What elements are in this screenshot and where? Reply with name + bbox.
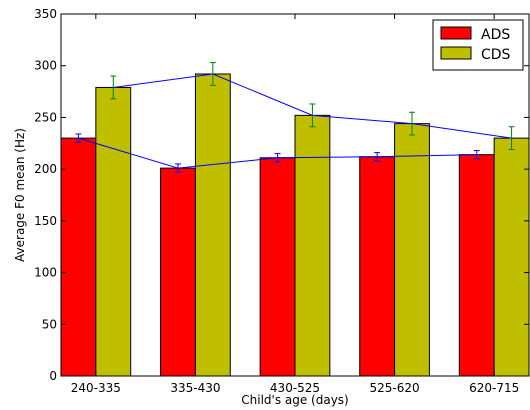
error-bar-ads-430-525 [274, 153, 281, 163]
y-tick-label-250: 250 [34, 110, 57, 124]
error-bar-cds-620-715 [508, 126, 515, 150]
y-tick-label-200: 200 [34, 162, 57, 176]
error-bar-cds-240-335 [110, 75, 117, 100]
error-bar-ads-525-620 [374, 152, 381, 162]
y-tick-label-350: 350 [34, 7, 57, 21]
x-tick-label-430-525: 430-525 [270, 381, 320, 395]
error-bar-ads-620-715 [473, 150, 480, 160]
legend-label-ads: ADS [481, 27, 510, 43]
bar-cds-525-620 [394, 123, 430, 377]
bar-ads-335-430 [160, 167, 196, 377]
bar-ads-525-620 [359, 156, 396, 377]
legend: ADS CDS [432, 19, 524, 71]
error-bar-ads-335-430 [175, 163, 181, 173]
y-tick-label-50: 50 [42, 317, 57, 331]
bar-ads-430-525 [259, 157, 296, 377]
error-bars-layer [75, 62, 515, 173]
bar-cds-430-525 [294, 114, 331, 377]
x-tick-label-240-335: 240-335 [71, 381, 121, 395]
bar-ads-240-335 [60, 137, 97, 377]
x-axis-label: Child's age (days) [241, 393, 349, 407]
legend-swatch-cds [440, 46, 472, 60]
x-tick-label-620-715: 620-715 [469, 381, 519, 395]
x-tick-label-525-620: 525-620 [370, 381, 420, 395]
bar-cds-620-715 [493, 137, 530, 377]
y-tick-label-100: 100 [34, 266, 57, 280]
error-bar-cds-430-525 [309, 103, 316, 128]
legend-swatch-ads [440, 26, 472, 40]
y-tick-label-150: 150 [34, 214, 57, 228]
legend-label-cds: CDS [481, 47, 511, 63]
bar-ads-620-715 [458, 154, 495, 377]
y-tick-label-0: 0 [49, 369, 57, 383]
y-tick-label-300: 300 [34, 59, 57, 73]
bar-cds-240-335 [95, 86, 132, 377]
x-tick-label-335-430: 335-430 [170, 381, 220, 395]
bars-layer [60, 73, 530, 377]
bar-cds-335-430 [194, 73, 231, 377]
x-axis: 240-335 335-430 430-525 525-620 620-715 [71, 14, 519, 395]
legend-box [432, 19, 524, 71]
error-bar-ads-240-335 [75, 133, 82, 143]
error-bar-cds-335-430 [209, 62, 216, 86]
y-axis-label: Average F0 mean (Hz) [13, 128, 27, 262]
y-axis: 0 50 100 150 200 250 300 350 [34, 7, 529, 383]
error-bar-cds-525-620 [409, 111, 415, 136]
